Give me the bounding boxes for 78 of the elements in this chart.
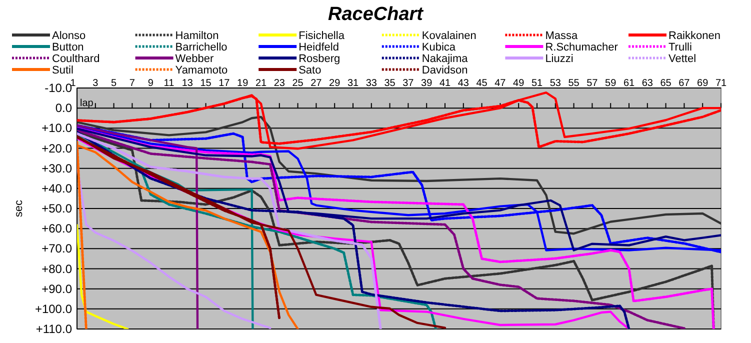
x-tick-label: 53: [550, 78, 562, 89]
legend-label: Heidfeld: [298, 42, 339, 54]
x-tick-label: 45: [476, 78, 488, 89]
legend-label: Webber: [175, 53, 214, 65]
y-tick-label: +80.0: [42, 262, 72, 276]
x-tick-label: 13: [182, 78, 194, 89]
x-tick-label: 65: [660, 78, 672, 89]
x-tick-label: 41: [439, 78, 451, 89]
legend-label: Coulthard: [52, 53, 100, 65]
legend-label: R.Schumacher: [545, 42, 618, 54]
legend-label: Rosberg: [298, 53, 340, 65]
legend-label: Davidson: [422, 64, 468, 76]
x-tick-label: 33: [366, 78, 378, 89]
x-tick-label: 49: [513, 78, 525, 89]
legend-label: Kovalainen: [422, 30, 476, 42]
line-series: [77, 116, 721, 235]
legend-label: Massa: [545, 30, 578, 42]
y-tick-label: +70.0: [42, 242, 72, 256]
x-tick-label: 59: [605, 78, 617, 89]
x-tick-label: 7: [129, 78, 136, 89]
x-tick-label: 43: [458, 78, 470, 89]
legend-label: Raikkonen: [668, 30, 720, 42]
y-tick-label: +10.0: [42, 121, 72, 136]
x-tick-label: 61: [623, 78, 635, 89]
x-tick-label: 39: [421, 78, 433, 89]
x-tick-label: 71: [715, 78, 727, 89]
y-tick-label: +100.0: [34, 302, 72, 316]
y-tick-label: +60.0: [42, 222, 72, 236]
x-tick-label: 27: [310, 78, 322, 89]
x-tick-label: 11: [164, 78, 175, 89]
line-series: [77, 224, 129, 329]
y-tick-label: +110.0: [36, 322, 72, 336]
x-tick-label: 47: [494, 78, 506, 89]
x-tick-label: 67: [678, 78, 690, 89]
y-tick-label: +30.0: [42, 161, 72, 176]
x-tick-label: 55: [568, 78, 580, 89]
x-tick-label: 69: [697, 78, 709, 89]
chart-title: RaceChart: [328, 4, 424, 25]
x-tick-label: 9: [148, 78, 154, 89]
x-tick-label: 17: [218, 78, 230, 89]
x-tick-label: 5: [111, 78, 118, 89]
legend-label: Hamilton: [175, 30, 219, 42]
x-tick-label: 35: [384, 78, 396, 89]
line-series: [77, 144, 299, 329]
legend-label: Sato: [298, 64, 322, 76]
y-tick-label: 0.0: [55, 101, 72, 116]
y-axis-title: sec: [13, 199, 25, 218]
legend-label: Trulli: [668, 42, 692, 54]
legend-label: Vettel: [668, 53, 696, 65]
x-tick-label: 29: [329, 78, 341, 89]
y-tick-label: +40.0: [42, 181, 72, 196]
line-series: [77, 132, 382, 329]
legend-label: Yamamoto: [175, 64, 228, 76]
x-tick-label: 1: [70, 78, 76, 89]
x-tick-label: 21: [255, 78, 267, 89]
x-tick-label: 57: [586, 78, 598, 89]
y-tick-label: +20.0: [42, 141, 72, 156]
x-tick-label: 37: [402, 78, 414, 89]
legend-label: Sutil: [52, 64, 74, 76]
x-axis-title: lap: [80, 98, 94, 109]
legend-label: Fisichella: [298, 30, 346, 42]
y-tick-label: +90.0: [42, 282, 72, 296]
y-tick-label: +50.0: [42, 202, 72, 216]
x-tick-label: 19: [237, 78, 249, 89]
x-tick-label: 51: [531, 78, 543, 89]
x-tick-label: 31: [347, 78, 359, 89]
x-tick-label: 23: [274, 78, 286, 89]
y-tick-label: -10.0: [44, 81, 72, 95]
x-tick-label: 25: [292, 78, 304, 89]
legend-label: Nakajima: [422, 53, 469, 65]
legend-label: Alonso: [52, 30, 86, 42]
legend-label: Barrichello: [175, 42, 228, 54]
legend-label: Button: [52, 42, 84, 54]
x-tick-label: 15: [200, 78, 212, 89]
x-tick-label: 3: [92, 78, 99, 89]
legend-label: Liuzzi: [545, 53, 574, 65]
x-tick-label: 63: [642, 78, 654, 89]
legend-label: Kubica: [422, 42, 456, 54]
